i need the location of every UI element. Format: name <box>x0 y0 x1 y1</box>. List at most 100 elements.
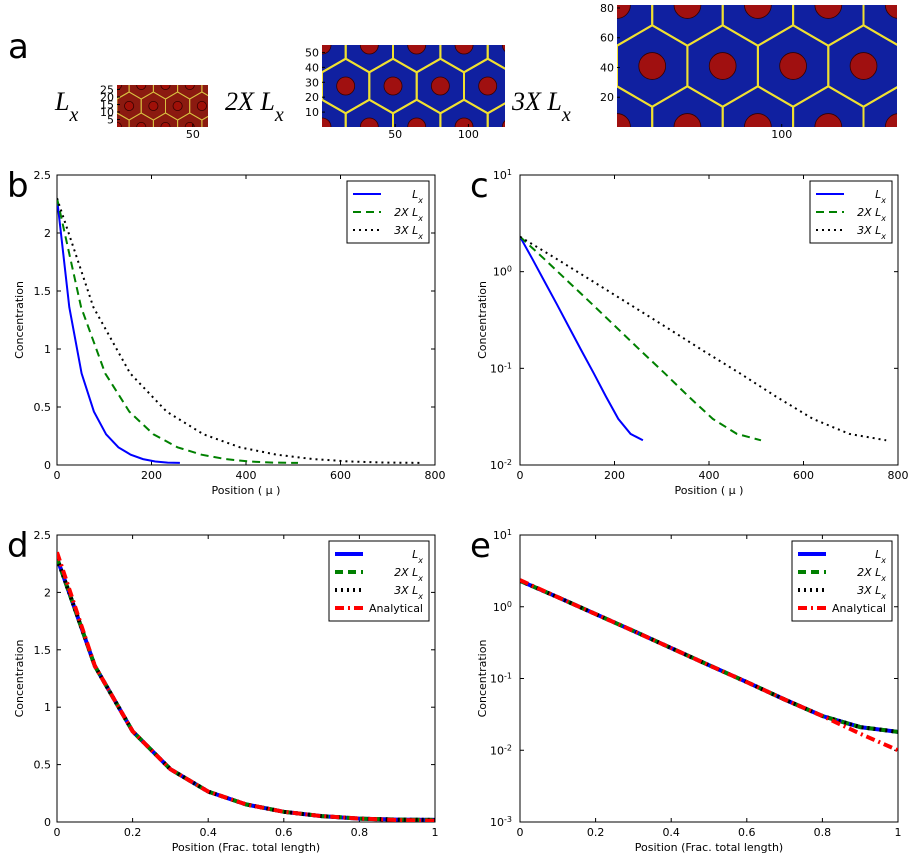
hex-dot <box>744 113 772 127</box>
y-tick-exponent: 1 <box>507 528 512 537</box>
y-tick-base: 10 <box>490 673 504 686</box>
legend-name: 2X L <box>857 566 881 579</box>
y-tick-label: 10 <box>305 106 319 119</box>
y-tick-label: 10-3 <box>490 815 512 830</box>
legend-subscript: x <box>880 232 886 241</box>
legend-label: 2X Lx <box>857 566 886 583</box>
y-tick-label: 2 <box>44 586 51 599</box>
hex-cell <box>93 134 117 162</box>
series-line <box>520 236 644 442</box>
y-tick-label: 0 <box>44 459 51 472</box>
y-tick-exponent: -2 <box>504 458 512 467</box>
hex-dot <box>209 80 218 89</box>
hex-dot <box>100 143 109 152</box>
y-tick-label: 30 <box>305 76 319 89</box>
image-label: 3X Lx <box>511 87 571 126</box>
hex-dot <box>407 117 427 127</box>
hex-dot <box>117 85 123 91</box>
y-tick-base: 10 <box>490 362 504 375</box>
y-tick-base: 10 <box>493 266 507 279</box>
x-tick-label: 200 <box>604 469 625 482</box>
legend-label: 3X Lx <box>394 584 423 601</box>
image-label-main: L <box>54 87 69 116</box>
panel-label: b <box>7 166 29 206</box>
hex-cell <box>862 86 897 127</box>
y-tick-label: 20 <box>600 91 614 104</box>
hex-dot <box>383 76 403 96</box>
y-tick-label: 25 <box>100 84 114 97</box>
x-tick-label: 0 <box>517 826 524 839</box>
x-tick-label: 0.4 <box>199 826 217 839</box>
x-tick-label: 400 <box>699 469 720 482</box>
y-axis-label: Concentration <box>476 640 489 718</box>
x-tick-label: 1 <box>432 826 439 839</box>
hex-dot <box>526 159 544 177</box>
hex-dot <box>100 59 109 68</box>
x-tick-label: 0.6 <box>275 826 293 839</box>
legend-label: 3X Lx <box>857 584 886 601</box>
y-tick-exponent: 1 <box>507 168 512 177</box>
hex-dot <box>209 122 218 131</box>
hex-cell <box>166 50 190 78</box>
hex-cell <box>275 0 322 31</box>
x-tick-label: 100 <box>771 128 792 141</box>
y-tick-label: 100 <box>493 599 512 614</box>
y-tick-label: 40 <box>600 61 614 74</box>
hex-dot <box>160 121 171 127</box>
panel-label: a <box>8 27 29 67</box>
hex-dot <box>568 53 595 80</box>
legend-subscript: x <box>880 574 886 583</box>
hex-dot <box>454 45 474 55</box>
y-axis-label: Concentration <box>13 640 26 718</box>
y-tick-exponent: 0 <box>507 264 512 273</box>
legend-name: L <box>875 548 881 561</box>
x-tick-label: 0.4 <box>662 826 680 839</box>
panel-label: d <box>7 526 29 566</box>
hex-dot <box>884 5 897 19</box>
hex-dot <box>849 52 878 80</box>
y-tick-label: 1.5 <box>34 644 52 657</box>
series-group <box>57 197 424 464</box>
y-tick-base: 10 <box>490 816 504 829</box>
y-tick-label: 10-2 <box>490 458 512 473</box>
legend-label: 3X Lx <box>857 224 886 241</box>
legend-label: Lx <box>875 548 886 565</box>
legend-label: Lx <box>412 548 423 565</box>
hex-cell <box>214 134 238 162</box>
y-tick-label: 1 <box>44 701 51 714</box>
hex-dot <box>125 59 134 68</box>
hex-dot <box>431 0 449 13</box>
image-label-main: 3X L <box>511 87 562 116</box>
hex-cell <box>486 102 505 127</box>
legend-subscript: x <box>880 214 886 223</box>
y-tick-label: 100 <box>493 264 512 279</box>
hex-dot <box>197 143 206 152</box>
hex-dot <box>431 159 449 177</box>
y-tick-label: 10-1 <box>490 671 512 686</box>
legend-label: Lx <box>412 188 423 205</box>
y-tick-label: 5 <box>107 114 114 127</box>
x-axis-label: Position ( μ ) <box>675 484 744 497</box>
hex-dot <box>148 100 159 112</box>
hex-dot <box>173 59 182 68</box>
legend-name: 3X L <box>394 584 418 597</box>
hex-dot <box>814 113 843 127</box>
hex-dot <box>136 85 147 91</box>
legend-subscript: x <box>417 196 423 205</box>
y-tick-label: 20 <box>100 91 114 104</box>
y-tick-exponent: -2 <box>504 743 512 752</box>
series-group <box>520 235 887 442</box>
image-label-main: 2X L <box>225 87 275 116</box>
x-tick-label: 800 <box>425 469 446 482</box>
x-tick-label: 0 <box>54 826 61 839</box>
image-label-sub: x <box>561 104 571 126</box>
y-tick-label: 0 <box>44 816 51 829</box>
y-tick-label: 0.5 <box>34 401 52 414</box>
x-tick-label: 0.8 <box>351 826 369 839</box>
hex-dot <box>359 117 379 127</box>
y-tick-label: 80 <box>600 2 614 15</box>
legend-subscript: x <box>880 196 886 205</box>
hex-dot <box>501 45 505 52</box>
series-line <box>520 235 762 442</box>
